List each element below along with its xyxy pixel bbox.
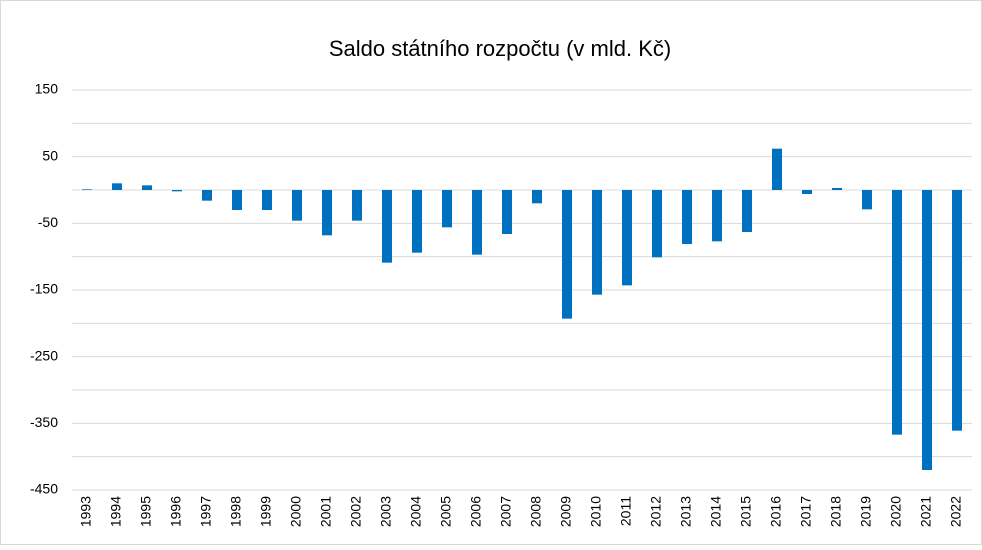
x-tick-label: 1997: [198, 496, 214, 527]
bar: [802, 190, 812, 194]
bar: [262, 190, 272, 210]
bar: [682, 190, 692, 244]
bar: [382, 190, 392, 263]
bar: [652, 190, 662, 258]
x-tick-label: 2006: [468, 496, 484, 527]
bar: [292, 190, 302, 221]
bar: [742, 190, 752, 232]
bar: [232, 190, 242, 210]
bar: [862, 190, 872, 210]
bar: [442, 190, 452, 228]
x-tick-label: 2004: [408, 496, 424, 527]
chart-title: Saldo státního rozpočtu (v mld. Kč): [329, 36, 671, 61]
bar: [832, 188, 842, 190]
y-tick-label: -50: [38, 214, 58, 230]
x-tick-label: 2019: [858, 496, 874, 527]
x-tick-label: 1996: [168, 496, 184, 527]
bar: [472, 190, 482, 255]
bar: [112, 183, 122, 190]
x-tick-label: 2022: [948, 496, 964, 527]
bar: [172, 190, 182, 192]
y-tick-label: -250: [30, 347, 58, 363]
x-tick-label: 2018: [828, 496, 844, 527]
bar: [502, 190, 512, 234]
y-tick-label: 50: [42, 147, 58, 163]
x-tick-label: 2010: [588, 496, 604, 527]
x-tick-label: 2014: [708, 496, 724, 527]
x-tick-label: 2001: [318, 496, 334, 527]
bar: [892, 190, 902, 435]
bar: [712, 190, 722, 242]
bar: [772, 148, 782, 190]
x-tick-label: 2017: [798, 496, 814, 527]
y-tick-label: -150: [30, 281, 58, 297]
x-tick-label: 2000: [288, 496, 304, 527]
x-tick-label: 2016: [768, 496, 784, 527]
x-tick-label: 2015: [738, 496, 754, 527]
y-tick-label: -350: [30, 414, 58, 430]
bar: [142, 185, 152, 190]
x-tick-label: 1999: [258, 496, 274, 527]
x-tick-label: 1998: [228, 496, 244, 527]
x-tick-label: 1994: [108, 496, 124, 527]
bar: [562, 190, 572, 319]
x-tick-label: 2012: [648, 496, 664, 527]
x-tick-label: 2013: [678, 496, 694, 527]
x-tick-label: 2008: [528, 496, 544, 527]
x-tick-label: 2005: [438, 496, 454, 527]
x-tick-label: 2020: [888, 496, 904, 527]
x-tick-label: 1995: [138, 496, 154, 527]
x-tick-label: 1993: [78, 496, 94, 527]
bar: [82, 189, 92, 190]
bar: [352, 190, 362, 221]
y-tick-label: -450: [30, 481, 58, 497]
bar: [622, 190, 632, 286]
x-tick-label: 2003: [378, 496, 394, 527]
x-tick-label: 2002: [348, 496, 364, 527]
bar: [322, 190, 332, 236]
bar: [922, 190, 932, 470]
x-tick-label: 2009: [558, 496, 574, 527]
bar: [592, 190, 602, 295]
bar: [532, 190, 542, 204]
x-tick-label: 2007: [498, 496, 514, 527]
bar: [412, 190, 422, 253]
y-tick-label: 150: [35, 81, 59, 97]
x-tick-label: 2021: [918, 496, 934, 527]
bar: [952, 190, 962, 431]
bar: [202, 190, 212, 201]
x-tick-label: 2011: [618, 496, 634, 526]
